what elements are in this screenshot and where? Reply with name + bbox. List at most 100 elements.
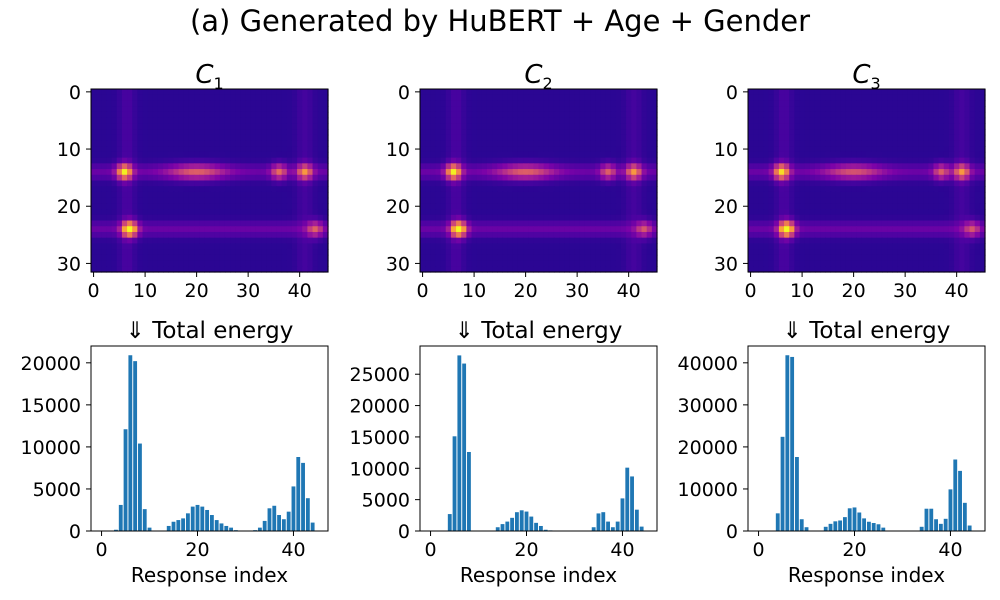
heatmap-cell [835,249,842,256]
heatmap-cell [219,134,226,142]
heatmap-cell [646,203,653,210]
heatmap-cell [235,203,242,210]
heatmap-cell [435,249,442,256]
heatmap-cell [312,123,319,130]
heatmap-cell [276,100,283,107]
heatmap-cell [502,174,509,182]
heatmap-cell [450,157,457,164]
heatmap-cell [281,106,288,113]
heatmap-cell [758,231,765,239]
heatmap-cell [96,146,102,153]
heatmap-cell [590,89,596,96]
heatmap-cell [96,129,102,136]
heatmap-cell [173,117,180,124]
heatmap-cell [297,180,303,187]
heatmap-cell [425,151,431,159]
heatmap-cell [959,226,965,233]
heatmap-cell [876,111,883,119]
heatmap-cell [461,186,467,193]
heatmap-cell [106,129,113,136]
heatmap-cell [476,94,483,102]
heatmap-cell [835,123,842,130]
heatmap-cell [835,129,842,136]
heatmap-cell [794,254,801,262]
heatmap-cell [512,140,519,147]
heatmap-cell [214,197,221,204]
heatmap-cell [127,249,133,256]
heatmap-cell [497,220,504,227]
heatmap-cell [809,174,816,182]
heatmap-cell [492,186,498,193]
heatmap-cell [928,129,935,136]
heatmap-cell [481,111,488,119]
heatmap-cell [502,186,509,193]
heatmap-cell [892,140,899,147]
heatmap-cell [804,186,811,193]
heatmap-cell [502,249,509,256]
heatmap-cell [933,151,940,159]
heatmap-cell [553,123,560,130]
heatmap-cell [595,214,601,222]
heatmap-cell [918,151,924,159]
heatmap-cell [281,134,288,142]
heatmap-cell [543,106,550,113]
heatmap-cell [106,169,113,176]
heatmap-cell [778,186,785,193]
heatmap-cell [938,254,945,262]
heatmap-cell [626,266,632,273]
heatmap-cell [91,186,97,193]
heatmap-cell [430,209,437,216]
heatmap-cell [255,237,262,245]
y-tick-label: 25000 [350,364,410,386]
heatmap-cell [569,266,576,273]
heatmap-cell [574,100,581,107]
heatmap-cell [286,266,293,273]
heatmap-cell [887,106,893,113]
heatmap-cell [481,174,488,182]
heatmap-cell [137,134,144,142]
heatmap-cell [445,94,452,102]
heatmap-cell [307,174,314,182]
heatmap-cell [235,214,242,222]
heatmap-cell [579,249,586,256]
heatmap-cell [861,140,868,147]
heatmap-cell [835,174,842,182]
bar [505,521,510,531]
heatmap-cell [584,111,591,119]
heatmap-cell [291,226,298,233]
heatmap-cell [302,106,308,113]
heatmap-cell [286,100,293,107]
heatmap-cell [230,260,236,267]
heatmap-cell [835,260,842,267]
heatmap-cell [101,197,108,204]
heatmap-cell [420,174,426,182]
heatmap-cell [804,89,811,96]
heatmap-cell [814,226,821,233]
heatmap-cell [969,89,976,96]
heatmap-cell [523,106,529,113]
heatmap-cell [897,123,904,130]
heatmap-cell [559,249,565,256]
heatmap-cell [173,186,180,193]
heatmap-cell [121,214,128,222]
heatmap-cell [317,197,324,204]
heatmap-cell [897,197,904,204]
heatmap-cell [845,197,852,204]
bar [123,429,128,531]
heatmap-cell [861,203,868,210]
heatmap-cell [595,106,601,113]
heatmap-cell [481,151,488,159]
heatmap-cell [111,89,118,96]
heatmap-cell [548,231,555,239]
heatmap-cell [912,117,919,124]
heatmap-cell [923,129,929,136]
heatmap-cell [435,186,442,193]
heatmap-cell [605,226,612,233]
heatmap-cell [445,157,452,164]
heatmap-cell [641,123,648,130]
heatmap-cell [887,146,893,153]
heatmap-cell [528,129,534,136]
heatmap-cell [456,237,462,245]
heatmap-cell [758,243,765,250]
